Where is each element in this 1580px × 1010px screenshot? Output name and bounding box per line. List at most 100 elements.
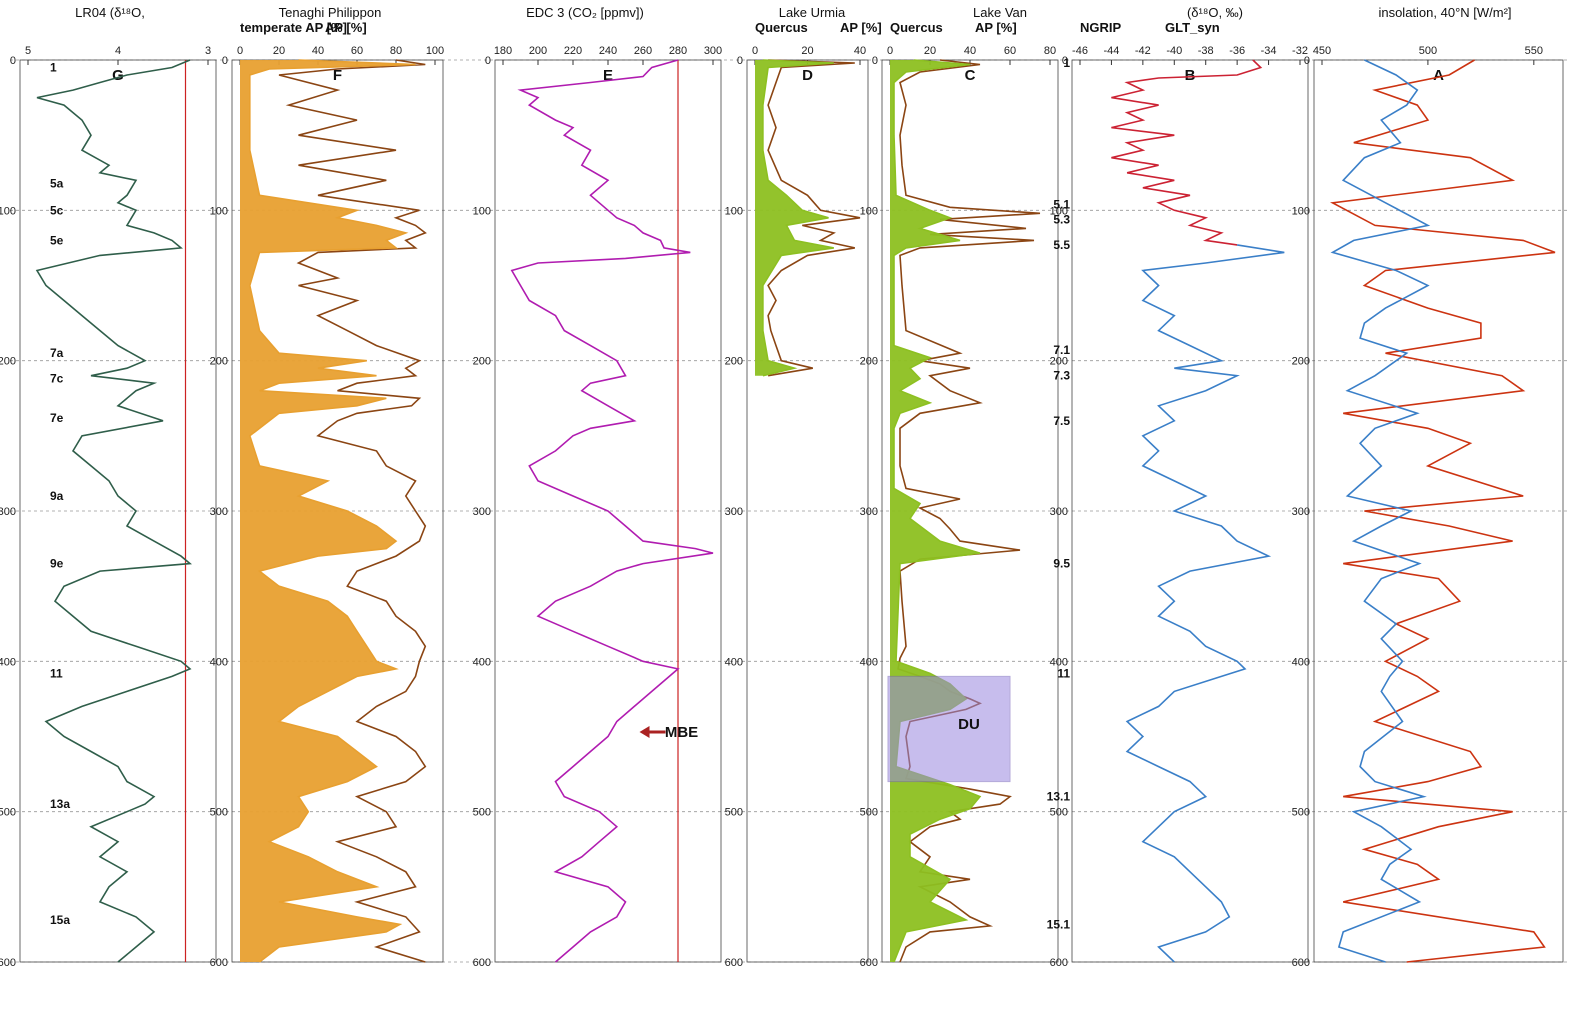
time-tick-label: 300	[473, 506, 491, 518]
time-tick-label: 300	[1292, 506, 1310, 518]
time-tick-label: 500	[0, 807, 16, 819]
annotation-text-MBE: MBE	[665, 724, 698, 741]
time-tick-label: 200	[860, 356, 878, 368]
time-tick-label: 100	[0, 205, 16, 217]
legend-C-1: AP [%]	[975, 20, 1017, 35]
series-line-G-LR04	[35, 59, 193, 963]
panel-label-C: C	[965, 67, 976, 84]
value-tick-label: 550	[1525, 45, 1543, 57]
time-tick-label: 0	[485, 55, 491, 67]
time-tick-label: 100	[473, 205, 491, 217]
panel-title-E: EDC 3 (CO₂ [ppmv])	[526, 5, 644, 20]
time-tick-label: 200	[473, 356, 491, 368]
panel-label-F: F	[333, 67, 342, 84]
value-tick-label: 60	[1004, 45, 1016, 57]
series-line-C-Quercus	[893, 59, 982, 963]
value-tick-label: 240	[599, 45, 617, 57]
value-tick-label: 260	[634, 45, 652, 57]
panel-title-F: Tenaghi Philippon	[279, 5, 382, 20]
series-line-F-AP	[278, 59, 427, 963]
value-tick-label: 60	[351, 45, 363, 57]
value-tick-label: 220	[564, 45, 582, 57]
time-tick-label: 400	[1050, 656, 1068, 668]
series-line-B-NGRIP	[1111, 59, 1263, 246]
mis-label: 5a	[50, 176, 64, 190]
mis-label: 15.1	[1047, 917, 1071, 931]
value-tick-label: 280	[669, 45, 687, 57]
mis-label: 9.5	[1053, 557, 1070, 571]
mis-label: 9e	[50, 557, 64, 571]
time-tick-label: 500	[860, 807, 878, 819]
time-tick-label: 200	[0, 356, 16, 368]
time-tick-label: 0	[1304, 55, 1310, 67]
series-line-B-GLT_syn	[1125, 244, 1285, 963]
value-tick-label: -38	[1198, 45, 1214, 57]
series-area-F-1	[240, 60, 416, 962]
value-tick-label: -34	[1261, 45, 1277, 57]
panel-label-E: E	[603, 67, 613, 84]
panel-title-B: (δ¹⁸O, ‰)	[1187, 5, 1243, 20]
annotation-box-DU	[887, 675, 1011, 783]
value-tick-label: 200	[529, 45, 547, 57]
value-tick-label: 450	[1313, 45, 1331, 57]
value-tick-label: 20	[273, 45, 285, 57]
value-tick-label: 20	[924, 45, 936, 57]
mis-label: 11	[50, 666, 63, 680]
mis-label: 7.1	[1053, 343, 1070, 357]
mis-label: 5.3	[1053, 212, 1070, 226]
time-tick-label: 400	[0, 656, 16, 668]
panel-title-D: Lake Urmia	[779, 5, 846, 20]
value-tick-label: 80	[1044, 45, 1056, 57]
time-tick-label: 600	[1292, 957, 1310, 969]
mis-label: 5.1	[1053, 197, 1070, 211]
panel-title-C: Lake Van	[973, 5, 1027, 20]
series-line-D-AP	[767, 59, 861, 377]
value-tick-label: 300	[704, 45, 722, 57]
value-tick-label: 40	[312, 45, 324, 57]
series-line-A-January	[1330, 59, 1431, 963]
time-tick-label: 100	[1050, 205, 1068, 217]
mis-label: 7e	[50, 411, 64, 425]
legend-B-1: GLT_syn	[1165, 20, 1220, 35]
time-tick-label: 600	[473, 957, 491, 969]
annotation-arrowhead-MBE	[639, 725, 650, 738]
panel-frame-F	[231, 59, 444, 963]
value-tick-label: 0	[237, 45, 243, 57]
value-tick-label: -32	[1292, 45, 1308, 57]
time-tick-label: 500	[473, 807, 491, 819]
series-line-D-Quercus	[762, 59, 834, 377]
time-tick-label: 400	[473, 656, 491, 668]
value-tick-label: -42	[1135, 45, 1151, 57]
mis-label: 5.5	[1053, 238, 1070, 252]
panel-label-A: A	[1433, 67, 1444, 84]
mis-label: 1	[1063, 56, 1070, 70]
mis-label: 13a	[50, 797, 70, 811]
mis-label: 7.5	[1053, 414, 1070, 428]
mis-label: 7.3	[1053, 369, 1070, 383]
mis-label: 7a	[50, 346, 64, 360]
legend-F-1: AP [%]	[325, 20, 367, 35]
value-tick-label: 0	[752, 45, 758, 57]
time-tick-label: 0	[10, 55, 16, 67]
time-tick-label: 600	[860, 957, 878, 969]
mis-label: 5c	[50, 203, 64, 217]
legend-F-0: temperate AP [%]	[240, 20, 347, 35]
time-tick-label: 200	[725, 356, 743, 368]
panel-title-G: LR04 (δ¹⁸O,	[75, 5, 145, 20]
legend-D-0: Quercus	[755, 20, 808, 35]
mis-label: 15a	[50, 913, 70, 927]
value-tick-label: 3	[205, 45, 211, 57]
time-tick-label: 300	[860, 506, 878, 518]
time-tick-label: 100	[860, 205, 878, 217]
panel-frame-B	[1071, 59, 1309, 963]
time-tick-label: 600	[0, 957, 16, 969]
time-tick-label: 600	[1050, 957, 1068, 969]
time-tick-label: 100	[210, 205, 228, 217]
mis-label: 11	[1057, 666, 1070, 680]
value-tick-label: 0	[887, 45, 893, 57]
time-tick-label: 300	[0, 506, 16, 518]
time-tick-label: 300	[210, 506, 228, 518]
time-tick-label: 400	[860, 656, 878, 668]
time-tick-label: 200	[210, 356, 228, 368]
value-tick-label: -40	[1166, 45, 1182, 57]
